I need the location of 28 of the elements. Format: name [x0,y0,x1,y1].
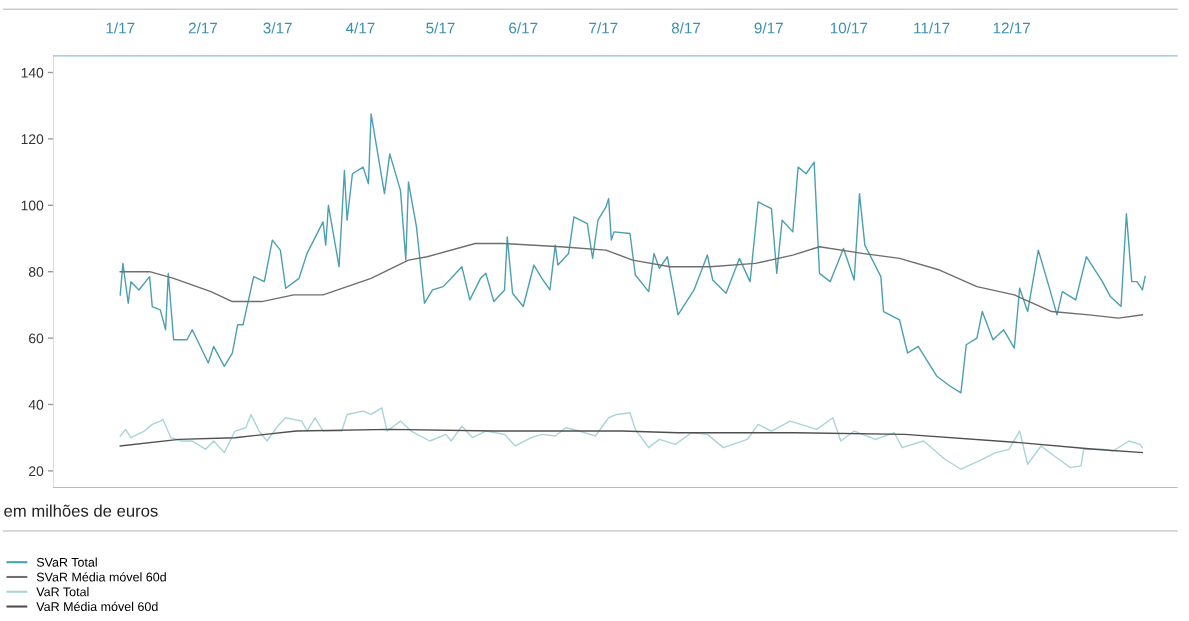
x-tick-label: 6/17 [509,22,538,34]
legend-label: SVaR Média móvel 60d [36,572,166,582]
x-tick-label: 11/17 [914,22,950,34]
x-tick-label: 9/17 [754,22,783,34]
y-tick-label: 80 [28,267,44,277]
y-tick-label: 20 [29,466,44,477]
y-tick-label: 140 [21,67,44,78]
x-tick-label: 12/17 [993,22,1030,34]
line-series [119,113,1146,394]
x-tick-label: 7/17 [589,22,618,34]
legend-label: VaR Total [36,587,89,597]
text: em milhões de euros [4,504,158,517]
x-tick-label: 10/17 [830,22,868,34]
legend-label: SVaR Total [36,557,97,567]
y-tick-label: 40 [28,399,44,410]
y-tick-label: 120 [21,134,44,145]
x-tick-label: 4/17 [345,22,375,34]
line-series [119,428,1144,454]
x-tick-label: 5/17 [426,22,455,34]
x-tick-label: 2/17 [188,22,218,34]
y-tick-label: 100 [21,200,44,211]
line-series [119,242,1144,319]
x-tick-label: 8/17 [671,22,701,34]
line-series [119,407,1144,470]
x-tick-label: 3/17 [263,22,292,34]
legend-label: VaR Média móvel 60d [36,601,158,612]
y-tick-label: 60 [29,333,44,344]
x-tick-label: 1/17 [106,22,135,34]
